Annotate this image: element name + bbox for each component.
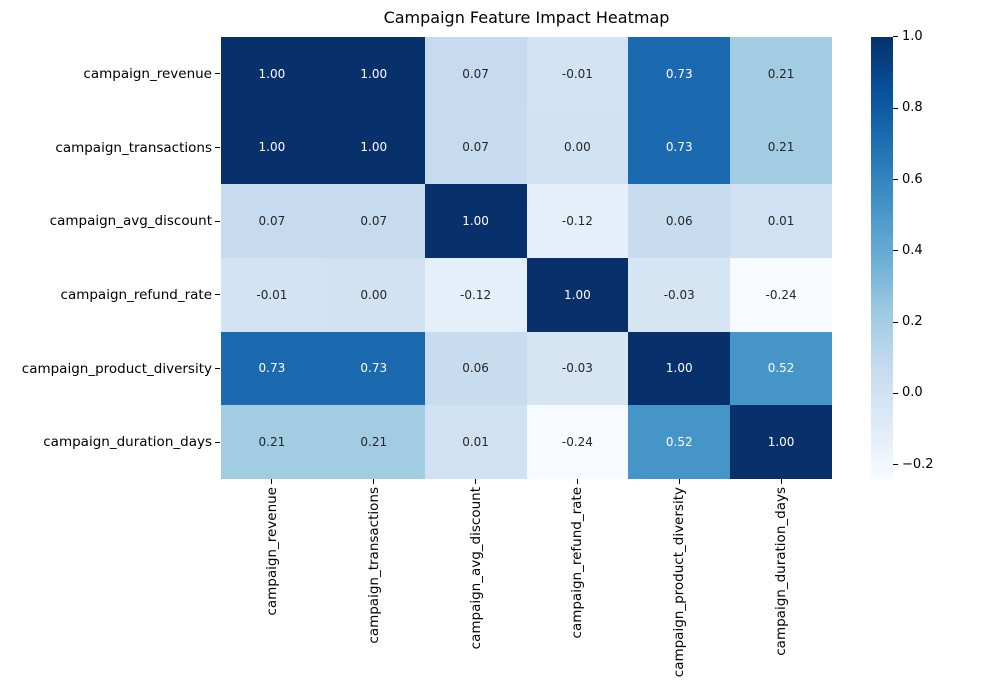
colorbar-tick-label: 0.0 (902, 385, 923, 401)
x-tick-mark (271, 479, 273, 484)
y-tick-mark (215, 220, 220, 222)
x-tick-mark (780, 479, 782, 484)
y-tick-mark (215, 441, 220, 443)
heatmap-cell: 1.00 (322, 110, 425, 185)
y-tick-label: campaign_product_diversity (21, 360, 212, 377)
colorbar-tick-label: 1.0 (902, 29, 923, 44)
y-tick-row: campaign_transactions (0, 111, 221, 185)
heatmap-cell: 0.73 (322, 331, 425, 406)
colorbar-tick-label: 0.4 (902, 242, 923, 258)
y-tick-label: campaign_avg_discount (49, 213, 212, 230)
heatmap-grid: 1.00 1.00 0.07 -0.01 0.73 0.21 1.00 1.00 0.07 0.0… (221, 37, 832, 479)
heatmap-cell: -0.03 (526, 331, 629, 406)
y-tick-row: campaign_refund_rate (0, 258, 221, 332)
y-tick-row: campaign_product_diversity (0, 332, 221, 406)
heatmap-cell: -0.12 (526, 184, 629, 258)
heatmap-cell: 0.06 (628, 184, 731, 258)
x-tick-column: campaign_transactions (323, 479, 425, 677)
heatmap-cell: 0.21 (322, 405, 425, 479)
chart-title: Campaign Feature Impact Heatmap (383, 8, 670, 27)
heatmap-cell: 0.52 (628, 405, 731, 479)
heatmap-cell: 0.07 (221, 184, 323, 258)
heatmap-cell: 1.00 (221, 37, 323, 111)
heatmap-cell: 1.00 (526, 257, 629, 332)
y-tick-mark (215, 368, 220, 370)
colorbar-tick-label: −0.2 (902, 456, 934, 472)
y-tick-mark (215, 294, 220, 296)
x-tick-label: campaign_revenue (263, 487, 280, 616)
heatmap-cell: 0.21 (730, 37, 832, 111)
x-tick-column: campaign_product_diversity (628, 479, 730, 677)
heatmap-cell: 0.21 (221, 405, 323, 479)
y-tick-label: campaign_duration_days (43, 434, 212, 451)
y-tick-mark (215, 147, 220, 148)
colorbar-tick-mark (893, 36, 898, 38)
colorbar-tick-mark (893, 392, 898, 394)
heatmap-cell: -0.01 (526, 37, 629, 111)
y-tick-row: campaign_avg_discount (0, 184, 221, 258)
colorbar-tick-mark (893, 250, 898, 252)
heatmap-cell: 0.73 (221, 331, 323, 406)
colorbar-tick-label: 0.8 (902, 100, 923, 116)
heatmap-cell: 0.07 (322, 184, 425, 258)
colorbar-tick-mark (893, 178, 898, 180)
x-tick-mark (373, 479, 375, 484)
x-tick-label: campaign_transactions (365, 487, 382, 644)
heatmap-cell: 1.00 (628, 331, 731, 406)
colorbar-gradient (871, 37, 893, 479)
heatmap-cell: -0.24 (730, 257, 832, 332)
x-tick-mark (475, 479, 477, 484)
y-tick-label: campaign_transactions (55, 139, 212, 156)
heatmap-cell: 1.00 (221, 110, 323, 185)
heatmap-cell: -0.01 (221, 257, 323, 332)
heatmap-cell: 0.07 (424, 37, 527, 111)
x-tick-label: campaign_refund_rate (569, 487, 586, 639)
heatmap-cell: 1.00 (322, 37, 425, 111)
heatmap-cell: 0.01 (424, 405, 527, 479)
heatmap-cell: 0.00 (322, 257, 425, 332)
x-tick-label: campaign_duration_days (773, 487, 790, 656)
x-tick-mark (576, 479, 578, 484)
heatmap-cell: 1.00 (424, 184, 527, 258)
colorbar-tick-label: 0.2 (902, 314, 923, 330)
x-tick-label: campaign_avg_discount (467, 487, 484, 650)
heatmap-cell: -0.12 (424, 257, 527, 332)
x-tick-column: campaign_avg_discount (425, 479, 527, 677)
heatmap-cell: 0.52 (730, 331, 832, 406)
y-tick-row: campaign_revenue (0, 37, 221, 111)
heatmap-cell: 0.00 (526, 110, 629, 185)
heatmap-cell: 0.07 (424, 110, 527, 185)
heatmap-cell: -0.24 (526, 405, 629, 479)
x-tick-mark (678, 479, 680, 484)
heatmap-cell: 0.06 (424, 331, 527, 406)
y-tick-row: campaign_duration_days (0, 405, 221, 479)
heatmap-cell: 0.73 (628, 37, 731, 111)
x-tick-column: campaign_refund_rate (526, 479, 628, 677)
colorbar-tick-mark (893, 107, 898, 109)
x-tick-column: campaign_duration_days (730, 479, 832, 677)
heatmap-cell: -0.03 (628, 257, 731, 332)
y-tick-mark (215, 73, 220, 75)
x-tick-column: campaign_revenue (221, 479, 323, 677)
colorbar-tick-mark (893, 464, 898, 466)
x-tick-label: campaign_product_diversity (671, 487, 688, 678)
heatmap-cell: 1.00 (730, 405, 832, 479)
y-tick-label: campaign_revenue (83, 65, 212, 82)
heatmap-cell: 0.73 (628, 110, 731, 185)
colorbar: 1.0 0.8 0.6 0.4 0.2 0.0 −0.2 (871, 29, 934, 479)
heatmap-cell: 0.21 (730, 110, 832, 185)
x-axis-labels: campaign_revenue campaign_transactions cam… (221, 479, 832, 677)
colorbar-tick-label: 0.6 (902, 171, 923, 187)
colorbar-tick-mark (893, 321, 898, 323)
heatmap-cell: 0.01 (730, 184, 832, 258)
y-tick-label: campaign_refund_rate (60, 286, 212, 303)
